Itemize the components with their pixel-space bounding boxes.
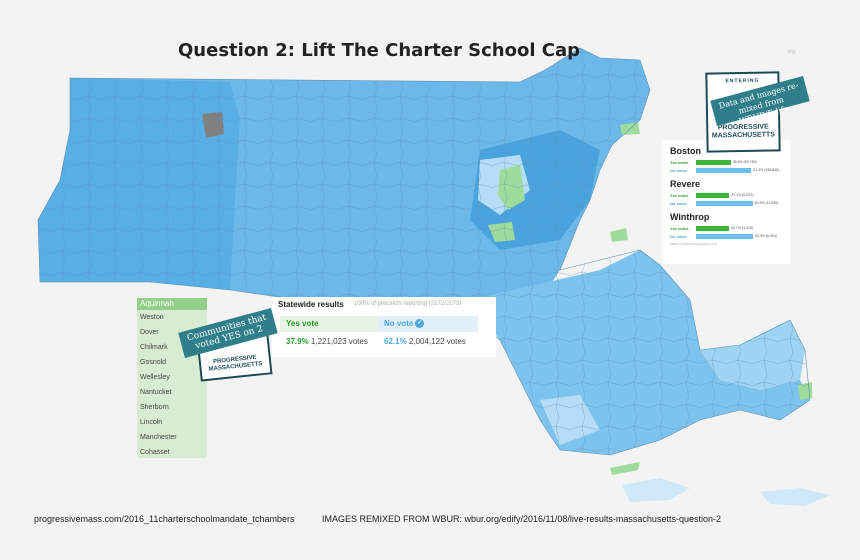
city-name: Winthrop [670, 212, 710, 222]
no-label: No votes [670, 233, 687, 239]
statewide-no: No vote ✓ 62.1% 2,004,122 votes [378, 316, 478, 354]
list-item: Manchester [140, 434, 177, 441]
no-votes: 2,004,122 votes [408, 337, 466, 346]
footer-right: IMAGES REMIXED FROM WBUR: wbur.org/edify… [322, 514, 721, 524]
no-bar [696, 233, 753, 239]
yes-vote-label: Yes vote [280, 316, 380, 332]
yes-bar [696, 225, 730, 231]
yes-bar [696, 159, 731, 165]
no-label: No votes [670, 167, 687, 173]
list-item: Lincoln [140, 419, 163, 426]
yes-text: 36.7% (3,475) [731, 226, 754, 230]
city-result-revere: Revere Yes votes 37.1% (6,872) No votes 62… [670, 179, 782, 207]
statewide-title: Statewide results [278, 300, 344, 309]
footer-left: progressivemass.com/2016_11charterschool… [34, 514, 295, 524]
city-results-panel: Boston Yes votes 38.6% (99,783) No votes 6… [662, 140, 790, 264]
cities-reporting: 100% of precincts reporting (3 of 3) [670, 242, 717, 246]
list-item: Aquinnah [137, 298, 207, 310]
no-text: 63.3% (6,994) [754, 234, 777, 238]
map-region-marthas-vineyard [622, 478, 690, 502]
city-result-boston: Boston Yes votes 38.6% (99,783) No votes 6… [670, 146, 782, 174]
no-bar [696, 167, 752, 173]
no-text: 61.4% (158,840) [753, 168, 780, 172]
city-result-winthrop: Winthrop Yes votes 36.7% (3,475) No votes… [670, 212, 782, 246]
map-yes-town-4 [610, 228, 628, 242]
yes-bar [696, 192, 730, 198]
city-name: Revere [670, 179, 701, 189]
list-item: Chilmark [140, 344, 168, 351]
city-name: Boston [670, 146, 701, 156]
stamp-name: PROGRESSIVE MASSACHUSETTS [208, 354, 263, 373]
map-region-elizabeth-islands [610, 462, 640, 475]
list-item: Wellesley [140, 374, 170, 381]
yes-text: 37.1% (6,872) [731, 193, 754, 197]
stamp-entering: ENTERING [725, 77, 760, 85]
statewide-results: Statewide results 100% of precincts repo… [272, 297, 496, 357]
yes-label: Yes votes [670, 159, 689, 165]
yes-pct: 37.9% [286, 337, 309, 346]
yes-label: Yes votes [670, 192, 689, 198]
list-item: Sherborn [140, 404, 169, 411]
yes-votes: 1,221,023 votes [310, 337, 368, 346]
list-item: Nantucket [140, 389, 172, 396]
yes-label: Yes votes [670, 225, 689, 231]
statewide-yes: Yes vote 37.9% 1,221,023 votes [280, 316, 380, 354]
no-pct: 62.1% [384, 337, 407, 346]
list-item: Gosnold [140, 359, 167, 366]
list-item: Dover [140, 329, 159, 336]
no-bar [696, 200, 753, 206]
list-item: Cohasset [140, 449, 170, 456]
no-label: No votes [670, 200, 687, 206]
map-title: Question 2: Lift The Charter School Cap [178, 40, 581, 61]
check-circle-icon: ✓ [415, 319, 425, 329]
statewide-reporting: 100% of precincts reporting (2172/2173) [354, 301, 462, 307]
yes-text: 38.6% (99,783) [732, 160, 757, 164]
no-vote-label: No vote [384, 319, 414, 328]
map-region-nantucket [760, 488, 830, 506]
list-item: Weston [140, 314, 164, 321]
yes-communities-list: Aquinnah Weston Dover Chilmark Gosnold W… [137, 298, 207, 458]
no-text: 62.9% (11,650) [754, 201, 779, 205]
corner-mark: PM [788, 50, 796, 56]
